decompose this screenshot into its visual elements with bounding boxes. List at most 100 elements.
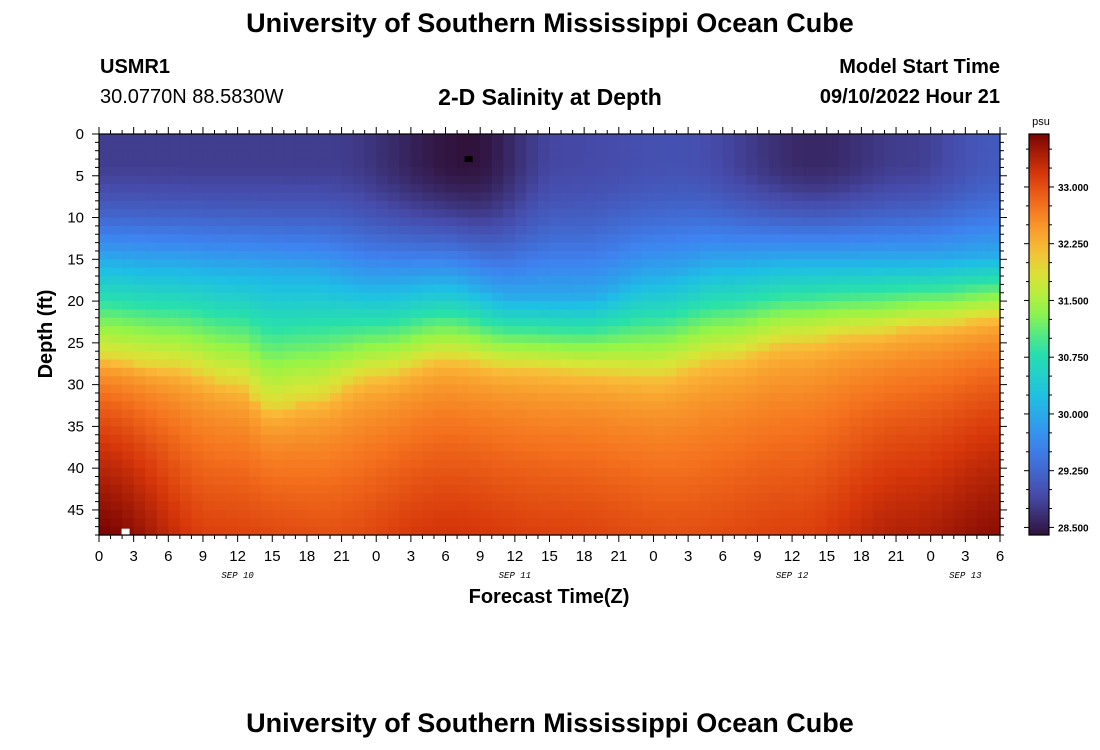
heatmap-cell — [919, 459, 932, 469]
heatmap-cell — [191, 167, 204, 177]
heatmap-cell — [595, 217, 608, 227]
heatmap-cell — [907, 175, 920, 185]
heatmap-cell — [572, 200, 585, 210]
heatmap-cell — [272, 209, 285, 219]
heatmap-cell — [468, 217, 481, 227]
heatmap-cell — [896, 476, 909, 486]
heatmap-cell — [468, 301, 481, 311]
heatmap-cell — [133, 493, 146, 503]
heatmap-cell — [376, 443, 389, 453]
heatmap-cell — [341, 367, 354, 377]
heatmap-cell — [572, 284, 585, 294]
heatmap-cell — [768, 451, 782, 461]
heatmap-cell — [491, 259, 504, 269]
heatmap-cell — [422, 159, 435, 169]
heatmap-cell — [861, 484, 874, 494]
heatmap-cell — [526, 384, 539, 394]
heatmap-cell — [572, 134, 585, 143]
heatmap-cell — [665, 142, 678, 152]
heatmap-cell — [641, 267, 655, 277]
heatmap-cell — [688, 351, 701, 361]
heatmap-cell — [919, 225, 932, 235]
heatmap-cell — [330, 493, 343, 503]
heatmap-cell — [676, 392, 689, 402]
heatmap-cell — [202, 284, 216, 294]
heatmap-cell — [202, 175, 216, 185]
heatmap-cell — [803, 409, 816, 419]
heatmap-cell — [549, 468, 562, 478]
heatmap-cell — [896, 384, 909, 394]
heatmap-cell — [468, 392, 481, 402]
heatmap-cell — [757, 342, 770, 352]
heatmap-cell — [572, 334, 585, 344]
heatmap-cell — [445, 234, 458, 244]
heatmap-cell — [584, 501, 597, 511]
heatmap-cell — [988, 342, 1001, 352]
heatmap-cell — [896, 200, 909, 210]
heatmap-cell — [872, 443, 886, 453]
heatmap-cell — [260, 142, 273, 152]
heatmap-cell — [306, 276, 320, 285]
heatmap-cell — [433, 217, 447, 227]
heatmap-cell — [722, 234, 735, 244]
heatmap-cell — [283, 459, 296, 469]
heatmap-cell — [815, 209, 828, 219]
heatmap-cell — [122, 509, 135, 519]
heatmap-cell — [491, 501, 504, 511]
heatmap-cell — [99, 426, 112, 436]
heatmap-cell — [872, 501, 886, 511]
heatmap-cell — [549, 451, 562, 461]
heatmap-cell — [503, 443, 516, 453]
heatmap-cell — [110, 292, 123, 302]
heatmap-cell — [618, 242, 631, 252]
heatmap-cell — [526, 501, 539, 511]
heatmap-cell — [930, 309, 943, 319]
heatmap-cell — [179, 167, 193, 177]
heatmap-cell — [341, 384, 354, 394]
heatmap-cell — [283, 284, 296, 294]
heatmap-cell — [780, 276, 793, 285]
heatmap-cell — [491, 225, 504, 235]
heatmap-cell — [445, 334, 458, 344]
heatmap-cell — [191, 267, 204, 277]
heatmap-cell — [249, 476, 262, 486]
heatmap-cell — [168, 150, 181, 160]
heatmap-cell — [110, 284, 123, 294]
heatmap-cell — [422, 317, 435, 327]
heatmap-cell — [145, 234, 158, 244]
heatmap-cell — [561, 301, 574, 311]
heatmap-cell — [976, 376, 990, 386]
heatmap-cell — [988, 359, 1001, 369]
model-start-value: 09/10/2022 Hour 21 — [819, 86, 1000, 108]
heatmap-cell — [283, 418, 296, 427]
heatmap-cell — [503, 134, 516, 143]
heatmap-cell — [480, 476, 493, 486]
heatmap-cell — [249, 284, 262, 294]
heatmap-cell — [803, 159, 816, 169]
heatmap-cell — [422, 225, 435, 235]
heatmap-cell — [179, 142, 193, 152]
heatmap-cell — [630, 459, 643, 469]
heatmap-cell — [792, 301, 805, 311]
heatmap-cell — [780, 209, 793, 219]
heatmap-cell — [618, 518, 631, 528]
heatmap-cell — [699, 342, 712, 352]
heatmap-cell — [399, 468, 412, 478]
heatmap-cell — [480, 468, 493, 478]
heatmap-cell — [353, 367, 366, 377]
heatmap-cell — [387, 401, 400, 411]
heatmap-cell — [953, 309, 966, 319]
heatmap-cell — [699, 242, 712, 252]
heatmap-cell — [179, 376, 193, 386]
heatmap-cell — [283, 209, 296, 219]
heatmap-cell — [965, 426, 978, 436]
heatmap-cell — [537, 317, 551, 327]
heatmap-cell — [976, 184, 990, 194]
heatmap-cell — [387, 476, 400, 486]
heatmap-cell — [757, 209, 770, 219]
heatmap-cell — [896, 526, 909, 536]
heatmap-cell — [376, 342, 389, 352]
heatmap-cell — [734, 459, 747, 469]
heatmap-cell — [838, 434, 851, 444]
heatmap-cell — [214, 259, 227, 269]
